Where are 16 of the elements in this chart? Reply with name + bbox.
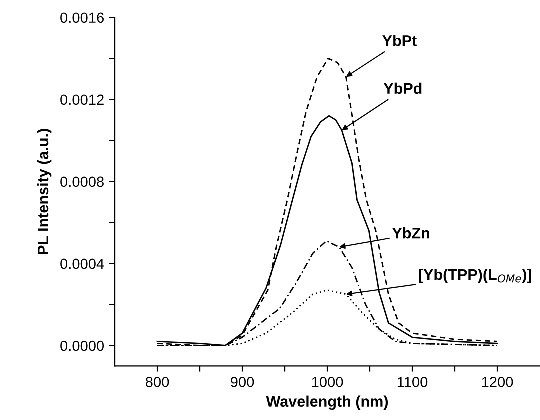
x-tick-label: 800 — [146, 377, 170, 388]
x-tick-label: 1200 — [482, 377, 514, 388]
annotation: YbZn — [392, 228, 430, 239]
x-tick-label: 1000 — [312, 377, 344, 388]
y-tick-label: 0.0004 — [60, 258, 104, 270]
y-tick-label: 0.0012 — [60, 94, 104, 106]
y-tick-label: 0.0008 — [60, 176, 104, 188]
x-tick-label: 1100 — [398, 377, 428, 388]
x-tick-label: 900 — [231, 377, 254, 388]
annotation: YbPt — [382, 35, 417, 46]
y-tick-label: 0.0016 — [60, 12, 104, 24]
y-tick-label: 0.0000 — [60, 340, 104, 352]
annotation: [Yb(TPP)(L$_{OMe}$)] — [419, 268, 532, 284]
annotation: YbPd — [384, 82, 422, 94]
y-axis-title: PL Intensity (a.u.) — [37, 129, 52, 254]
x-axis-title: Wavelength (nm) — [266, 396, 388, 410]
